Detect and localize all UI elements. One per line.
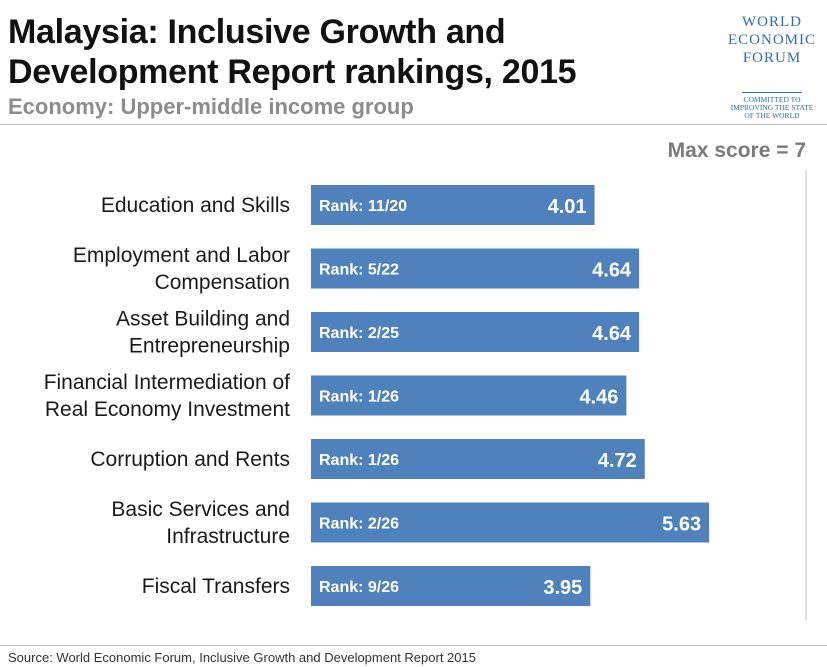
logo-line3: FORUM [742,50,802,66]
rank-label-2: Rank: 5/22 [319,262,399,279]
value-label-3: 4.64 [592,323,632,345]
bar-3 [311,312,640,352]
bar-2 [311,248,640,289]
logo-divider [742,92,802,93]
value-label-5: 4.72 [598,450,637,472]
category-label-2: Employment and Labor Compensation [73,244,290,294]
value-label-4: 4.46 [579,387,618,409]
rank-label-1: Rank: 11/20 [319,198,407,215]
logo-line2: ECONOMIC [727,32,816,48]
bar-6 [311,502,710,543]
category-label-6: Basic Services and Infrastructure [111,498,290,548]
rank-label-7: Rank: 9/26 [319,579,399,596]
logo-tagline2: IMPROVING THE STATE [730,103,814,112]
rank-label-5: Rank: 1/26 [319,452,399,469]
chart-title-line1: Malaysia: Inclusive Growth and [8,13,506,51]
category-label-4: Financial Intermediation of Real Economy … [44,371,290,421]
source-note: Source: World Economic Forum, Inclusive … [8,650,476,665]
bar-chart: Max score = 7 Rank: 11/20 4.01 Education an… [44,139,807,620]
category-label-5: Corruption and Rents [90,448,290,471]
value-label-2: 4.64 [592,260,632,282]
bar-7 [311,566,591,606]
category-label-1: Education and Skills [101,194,290,217]
logo-tagline1: COMMITTED TO [743,95,801,104]
header-divider [0,124,827,125]
category-label-7: Fiscal Transfers [142,575,290,598]
rank-label-3: Rank: 2/25 [319,325,399,342]
max-score-annotation: Max score = 7 [668,139,806,162]
chart-subtitle: Economy: Upper-middle income group [8,94,414,119]
chart-title: Malaysia: Inclusive Growth and Developme… [8,12,648,92]
rank-label-4: Rank: 1/26 [319,389,399,406]
rank-label-6: Rank: 2/26 [319,516,399,533]
value-label-6: 5.63 [662,514,701,536]
logo-tagline3: OF THE WORLD [744,111,800,120]
chart-title-line2: Development Report rankings, 2015 [8,53,577,91]
value-label-7: 3.95 [543,577,582,599]
bar-1 [311,185,595,225]
value-label-1: 4.01 [548,196,587,218]
logo-line1: WORLD [742,14,802,30]
wef-logo: WORLD ECONOMIC FORUM COMMITTED TO IMPROV… [722,8,822,120]
bar-4 [311,375,627,416]
footer-divider [0,645,827,646]
category-label-3: Asset Building and Entrepreneurship [116,308,290,358]
bar-5 [311,439,645,479]
